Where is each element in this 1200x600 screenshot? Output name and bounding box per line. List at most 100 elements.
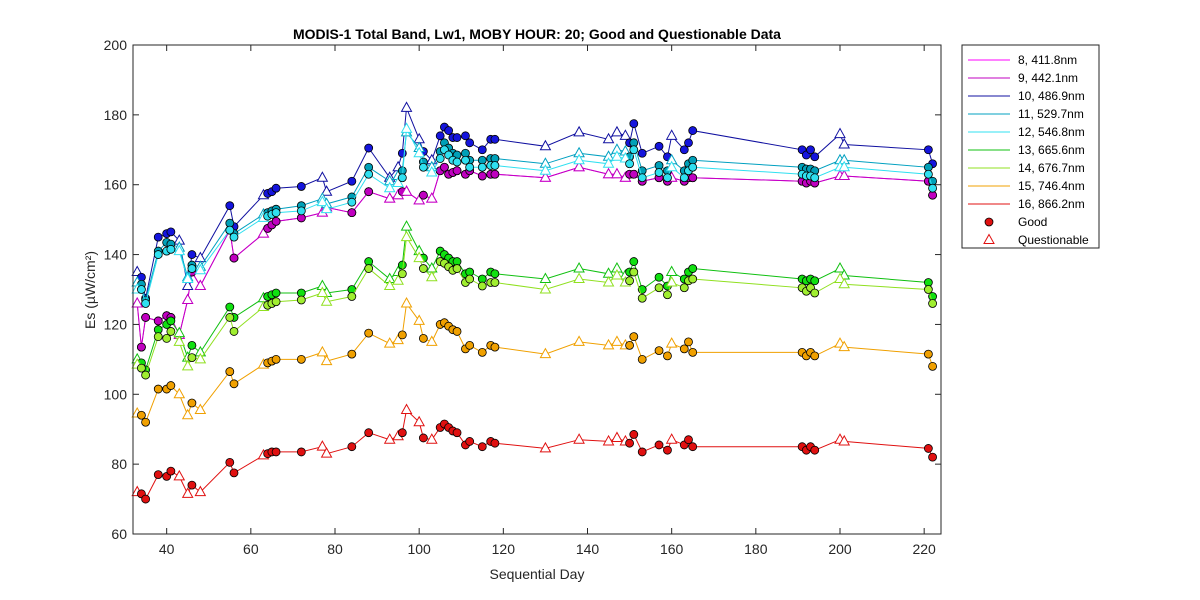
good-point [271,447,281,457]
good-point [810,288,820,298]
x-axis: 40 60 80 100 120 140 160 180 200 220 [159,45,936,557]
good-point [629,145,639,155]
questionable-point [573,262,585,273]
questionable-point [400,296,413,308]
good-point [187,340,197,350]
questionable-point [539,441,552,453]
good-point [477,281,487,291]
good-point [397,269,407,279]
questionable-point [539,347,552,359]
questionable-point [539,139,552,151]
questionable-point [413,251,426,263]
good-point [137,410,146,420]
good-point [679,283,689,293]
questionable-point [392,274,404,285]
good-point [663,351,672,361]
good-point [490,342,500,352]
good-point [629,119,639,128]
good-point [347,292,357,301]
good-point [465,274,475,284]
good-point [490,269,500,279]
questionable-point [611,431,623,442]
questionable-point [173,469,186,481]
good-point [810,276,820,286]
good-point [465,437,475,446]
questionable-point [573,160,585,172]
series-7 [131,230,937,380]
y-tick-label: 120 [104,316,128,332]
questionable-point [425,433,438,444]
questionable-point [320,202,333,214]
questionable-point [611,268,623,280]
questionable-point [194,279,207,291]
good-point [347,349,357,359]
legend-item: 10, 486.9nm [968,89,1085,103]
good-point [364,143,374,153]
good-point [296,206,306,216]
good-point [225,225,235,235]
good-point [928,452,937,462]
good-point [364,264,374,273]
questionable-point [619,129,632,140]
y-axis-label: Es (µW/cm²) [82,251,98,329]
good-point [271,354,281,364]
legend-label: Good [1018,215,1047,229]
questionable-point [316,286,329,297]
questionable-point [611,150,623,161]
questionable-point [425,270,438,282]
questionable-point [573,335,585,346]
good-point [629,169,639,179]
questionable-point [834,272,846,284]
good-point [153,384,163,394]
good-point [654,141,664,151]
good-point [688,274,698,284]
good-point [153,332,163,342]
good-point [654,272,664,282]
good-point [629,267,639,277]
good-point [225,457,235,467]
good-point [296,354,306,364]
questionable-point [413,193,426,205]
series-8 [131,296,937,427]
good-point [806,145,815,155]
good-point [490,134,500,144]
questionable-point [400,185,413,196]
good-point [928,299,937,308]
good-point [625,438,634,448]
questionable-point [320,354,333,366]
questionable-point [181,293,194,304]
questionable-point [173,335,186,346]
x-tick-label: 180 [744,541,768,557]
questionable-point [383,181,396,193]
good-point [364,428,374,438]
y-tick-label: 80 [111,456,127,472]
questionable-point [383,192,396,203]
good-point [684,138,693,148]
legend-item: 9, 442.1nm [968,71,1078,85]
good-point [347,197,357,207]
good-point [187,480,197,490]
questionable-point [665,433,678,444]
good-point [490,438,500,448]
legend-label: Questionable [1018,233,1089,247]
legend-good-marker [984,217,994,227]
questionable-point [838,434,851,446]
questionable-point [320,447,333,458]
good-point [418,264,428,273]
series-9 [131,403,937,504]
x-axis-label: Sequential Day [490,566,585,582]
x-tick-label: 120 [492,541,516,557]
good-point [810,445,820,455]
questionable-point [383,337,396,348]
questionable-point [665,129,678,140]
questionable-point [413,146,426,158]
good-point [296,182,306,191]
good-point [452,157,462,167]
good-point [452,133,462,142]
questionable-point [834,262,846,273]
good-point [153,250,163,259]
questionable-point [194,403,207,415]
good-point [397,330,407,340]
good-point [490,169,500,179]
good-point [477,442,487,452]
